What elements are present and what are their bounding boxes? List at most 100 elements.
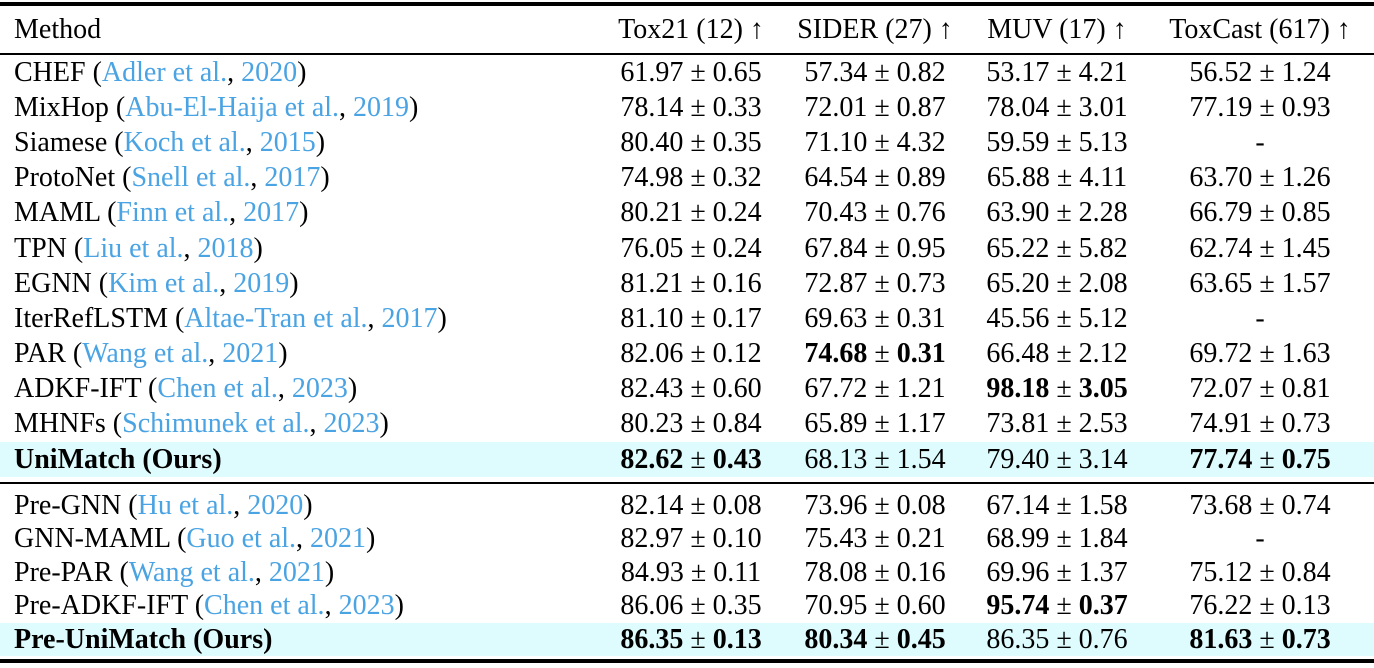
method-cell: EGNN (Kim et al., 2019): [0, 268, 600, 300]
method-name: MixHop (: [14, 91, 126, 123]
citation-authors-link[interactable]: Chen et al.: [157, 373, 278, 405]
method-name: PAR (: [14, 338, 83, 370]
value-cell-sider: 67.72 ± 1.21: [804, 373, 946, 405]
table-row: Siamese (Koch et al., 2015) 80.40 ± 0.35…: [0, 125, 1374, 160]
value-cell-sider: 67.84 ± 0.95: [804, 232, 946, 264]
method-cell: MHNFs (Schimunek et al., 2023): [0, 408, 600, 440]
citation-close-paren: ): [379, 408, 389, 440]
citation-authors-link[interactable]: Altae-Tran et al.: [184, 302, 368, 334]
citation-separator: ,: [245, 126, 260, 158]
citation-year-link[interactable]: 2021: [310, 523, 367, 555]
value-cell-sider: 64.54 ± 0.89: [804, 162, 946, 194]
method-name: Pre-PAR (: [14, 556, 129, 588]
group-separator: [0, 477, 1374, 489]
citation-authors-link[interactable]: Finn et al.: [116, 197, 230, 229]
citation-year-link[interactable]: 2021: [222, 338, 279, 370]
col-header-sider: SIDER (27) ↑: [797, 13, 953, 45]
citation-separator: ,: [277, 373, 292, 405]
citation-authors-link[interactable]: Snell et al.: [131, 162, 251, 194]
value-cell-muv: 67.14 ± 1.58: [986, 489, 1128, 521]
value-cell-tox21: 76.05 ± 0.24: [620, 232, 762, 264]
value-cell-tox21: 80.40 ± 0.35: [620, 126, 762, 158]
value-cell-sider: 73.96 ± 0.08: [804, 489, 946, 521]
value-cell-sider: 80.34 ± 0.45: [804, 623, 946, 655]
citation-year-link[interactable]: 2023: [291, 373, 348, 405]
value-cell-tox21: 74.98 ± 0.32: [620, 162, 762, 194]
citation-close-paren: ): [366, 523, 376, 555]
table-row: MHNFs (Schimunek et al., 2023) 80.23 ± 0…: [0, 407, 1374, 442]
value-cell-toxcast: 72.07 ± 0.81: [1189, 373, 1331, 405]
table-row: UniMatch (Ours) 82.62 ± 0.43 68.13 ± 1.5…: [0, 442, 1374, 478]
citation-separator: ,: [219, 267, 234, 299]
citation-separator: ,: [233, 489, 248, 521]
value-cell-tox21: 82.14 ± 0.08: [620, 489, 762, 521]
value-cell-tox21: 81.10 ± 0.17: [620, 302, 762, 334]
method-name: MAML (: [14, 197, 117, 229]
value-cell-sider: 72.87 ± 0.73: [804, 267, 946, 299]
value-cell-muv: 65.88 ± 4.11: [986, 162, 1128, 194]
citation-authors-link[interactable]: Kim et al.: [108, 267, 220, 299]
value-cell-tox21: 81.21 ± 0.16: [620, 267, 762, 299]
value-cell-tox21: 86.35 ± 0.13: [620, 623, 762, 655]
method-name: Pre-GNN (: [14, 489, 138, 521]
method-name: EGNN (: [14, 267, 109, 299]
value-cell-muv: 68.99 ± 1.84: [986, 523, 1128, 555]
citation-year-link[interactable]: 2019: [353, 91, 410, 123]
method-cell: Pre-ADKF-IFT (Chen et al., 2023): [0, 590, 600, 622]
citation-year-link[interactable]: 2020: [241, 56, 298, 88]
citation-close-paren: ): [253, 232, 263, 264]
citation-authors-link[interactable]: Hu et al.: [137, 489, 234, 521]
table-row: IterRefLSTM (Altae-Tran et al., 2017) 81…: [0, 301, 1374, 336]
citation-authors-link[interactable]: Wang et al.: [82, 338, 209, 370]
citation-year-link[interactable]: 2017: [381, 302, 438, 334]
value-cell-sider: 69.63 ± 0.31: [804, 302, 946, 334]
value-cell-toxcast: 75.12 ± 0.84: [1189, 556, 1331, 588]
citation-close-paren: ): [320, 162, 330, 194]
table-row: TPN (Liu et al., 2018) 76.05 ± 0.24 67.8…: [0, 231, 1374, 266]
table-row: PAR (Wang et al., 2021) 82.06 ± 0.12 74.…: [0, 337, 1374, 372]
citation-authors-link[interactable]: Wang et al.: [128, 556, 255, 588]
value-cell-muv: 69.96 ± 1.37: [986, 556, 1128, 588]
citation-authors-link[interactable]: Schimunek et al.: [122, 408, 310, 440]
citation-year-link[interactable]: 2017: [243, 197, 300, 229]
value-cell-toxcast: -: [1255, 523, 1265, 555]
citation-separator: ,: [227, 56, 242, 88]
table-row: MixHop (Abu-El-Haija et al., 2019) 78.14…: [0, 90, 1374, 125]
citation-close-paren: ): [299, 197, 309, 229]
citation-close-paren: ): [394, 590, 404, 622]
citation-authors-link[interactable]: Koch et al.: [123, 126, 246, 158]
value-cell-sider: 75.43 ± 0.21: [804, 523, 946, 555]
value-cell-muv: 45.56 ± 5.12: [986, 302, 1128, 334]
citation-separator: ,: [208, 338, 223, 370]
method-cell: ProtoNet (Snell et al., 2017): [0, 162, 600, 194]
method-name: IterRefLSTM (: [14, 302, 185, 334]
citation-close-paren: ): [303, 489, 313, 521]
value-cell-muv: 79.40 ± 3.14: [986, 443, 1128, 475]
citation-authors-link[interactable]: Abu-El-Haija et al.: [125, 91, 340, 123]
citation-year-link[interactable]: 2017: [264, 162, 321, 194]
value-cell-toxcast: 69.72 ± 1.63: [1189, 338, 1331, 370]
table-row: GNN-MAML (Guo et al., 2021) 82.97 ± 0.10…: [0, 523, 1374, 556]
citation-authors-link[interactable]: Chen et al.: [204, 590, 325, 622]
method-cell: PAR (Wang et al., 2021): [0, 338, 600, 370]
citation-authors-link[interactable]: Guo et al.: [186, 523, 297, 555]
citation-year-link[interactable]: 2015: [259, 126, 316, 158]
citation-year-link[interactable]: 2023: [338, 590, 395, 622]
citation-year-link[interactable]: 2023: [323, 408, 380, 440]
method-cell: Siamese (Koch et al., 2015): [0, 127, 600, 159]
method-cell: UniMatch (Ours): [0, 444, 600, 476]
table-row: Pre-GNN (Hu et al., 2020) 82.14 ± 0.08 7…: [0, 489, 1374, 522]
value-cell-tox21: 78.14 ± 0.33: [620, 91, 762, 123]
citation-year-link[interactable]: 2018: [197, 232, 254, 264]
citation-authors-link[interactable]: Liu et al.: [83, 232, 184, 264]
citation-year-link[interactable]: 2021: [268, 556, 325, 588]
method-cell: MixHop (Abu-El-Haija et al., 2019): [0, 92, 600, 124]
citation-separator: ,: [367, 302, 382, 334]
citation-close-paren: ): [297, 56, 307, 88]
citation-separator: ,: [296, 523, 311, 555]
table-body-pretrained: Pre-GNN (Hu et al., 2020) 82.14 ± 0.08 7…: [0, 489, 1374, 657]
method-cell: GNN-MAML (Guo et al., 2021): [0, 523, 600, 555]
citation-authors-link[interactable]: Adler et al.: [101, 56, 228, 88]
citation-year-link[interactable]: 2019: [233, 267, 290, 299]
citation-year-link[interactable]: 2020: [247, 489, 304, 521]
